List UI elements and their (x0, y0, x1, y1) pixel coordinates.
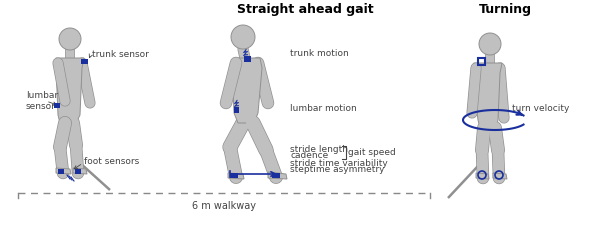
Bar (244, 56, 251, 62)
Text: turn velocity: turn velocity (512, 103, 569, 113)
Text: Turning: Turning (479, 3, 532, 16)
Text: stride time variability: stride time variability (290, 158, 388, 168)
Polygon shape (268, 172, 287, 179)
Bar (230, 173, 238, 178)
Text: lumbar
sensor: lumbar sensor (26, 91, 58, 111)
Text: trunk motion: trunk motion (290, 48, 349, 58)
Text: Straight ahead gait: Straight ahead gait (236, 3, 373, 16)
Text: foot sensors: foot sensors (84, 157, 139, 165)
Text: 6 m walkway: 6 m walkway (192, 201, 256, 211)
Circle shape (231, 25, 255, 49)
Text: cadence: cadence (290, 152, 328, 161)
Polygon shape (228, 173, 244, 179)
Text: gait speed: gait speed (348, 148, 396, 157)
Circle shape (479, 33, 501, 55)
Bar (58, 169, 64, 174)
Bar (75, 169, 81, 174)
Polygon shape (472, 63, 502, 128)
Circle shape (59, 28, 81, 50)
Text: trunk sensor: trunk sensor (92, 50, 149, 59)
Polygon shape (476, 173, 489, 179)
Bar (478, 58, 485, 65)
Polygon shape (56, 168, 71, 174)
Polygon shape (232, 58, 262, 123)
Bar (234, 107, 239, 113)
Bar (81, 59, 88, 64)
Polygon shape (493, 173, 507, 179)
Text: stride length: stride length (290, 145, 348, 153)
Bar (272, 173, 280, 178)
Text: lumbar motion: lumbar motion (290, 103, 357, 113)
Polygon shape (73, 168, 87, 174)
Bar (54, 103, 60, 108)
Text: steptime asymmetry: steptime asymmetry (290, 165, 385, 175)
Polygon shape (56, 58, 84, 123)
